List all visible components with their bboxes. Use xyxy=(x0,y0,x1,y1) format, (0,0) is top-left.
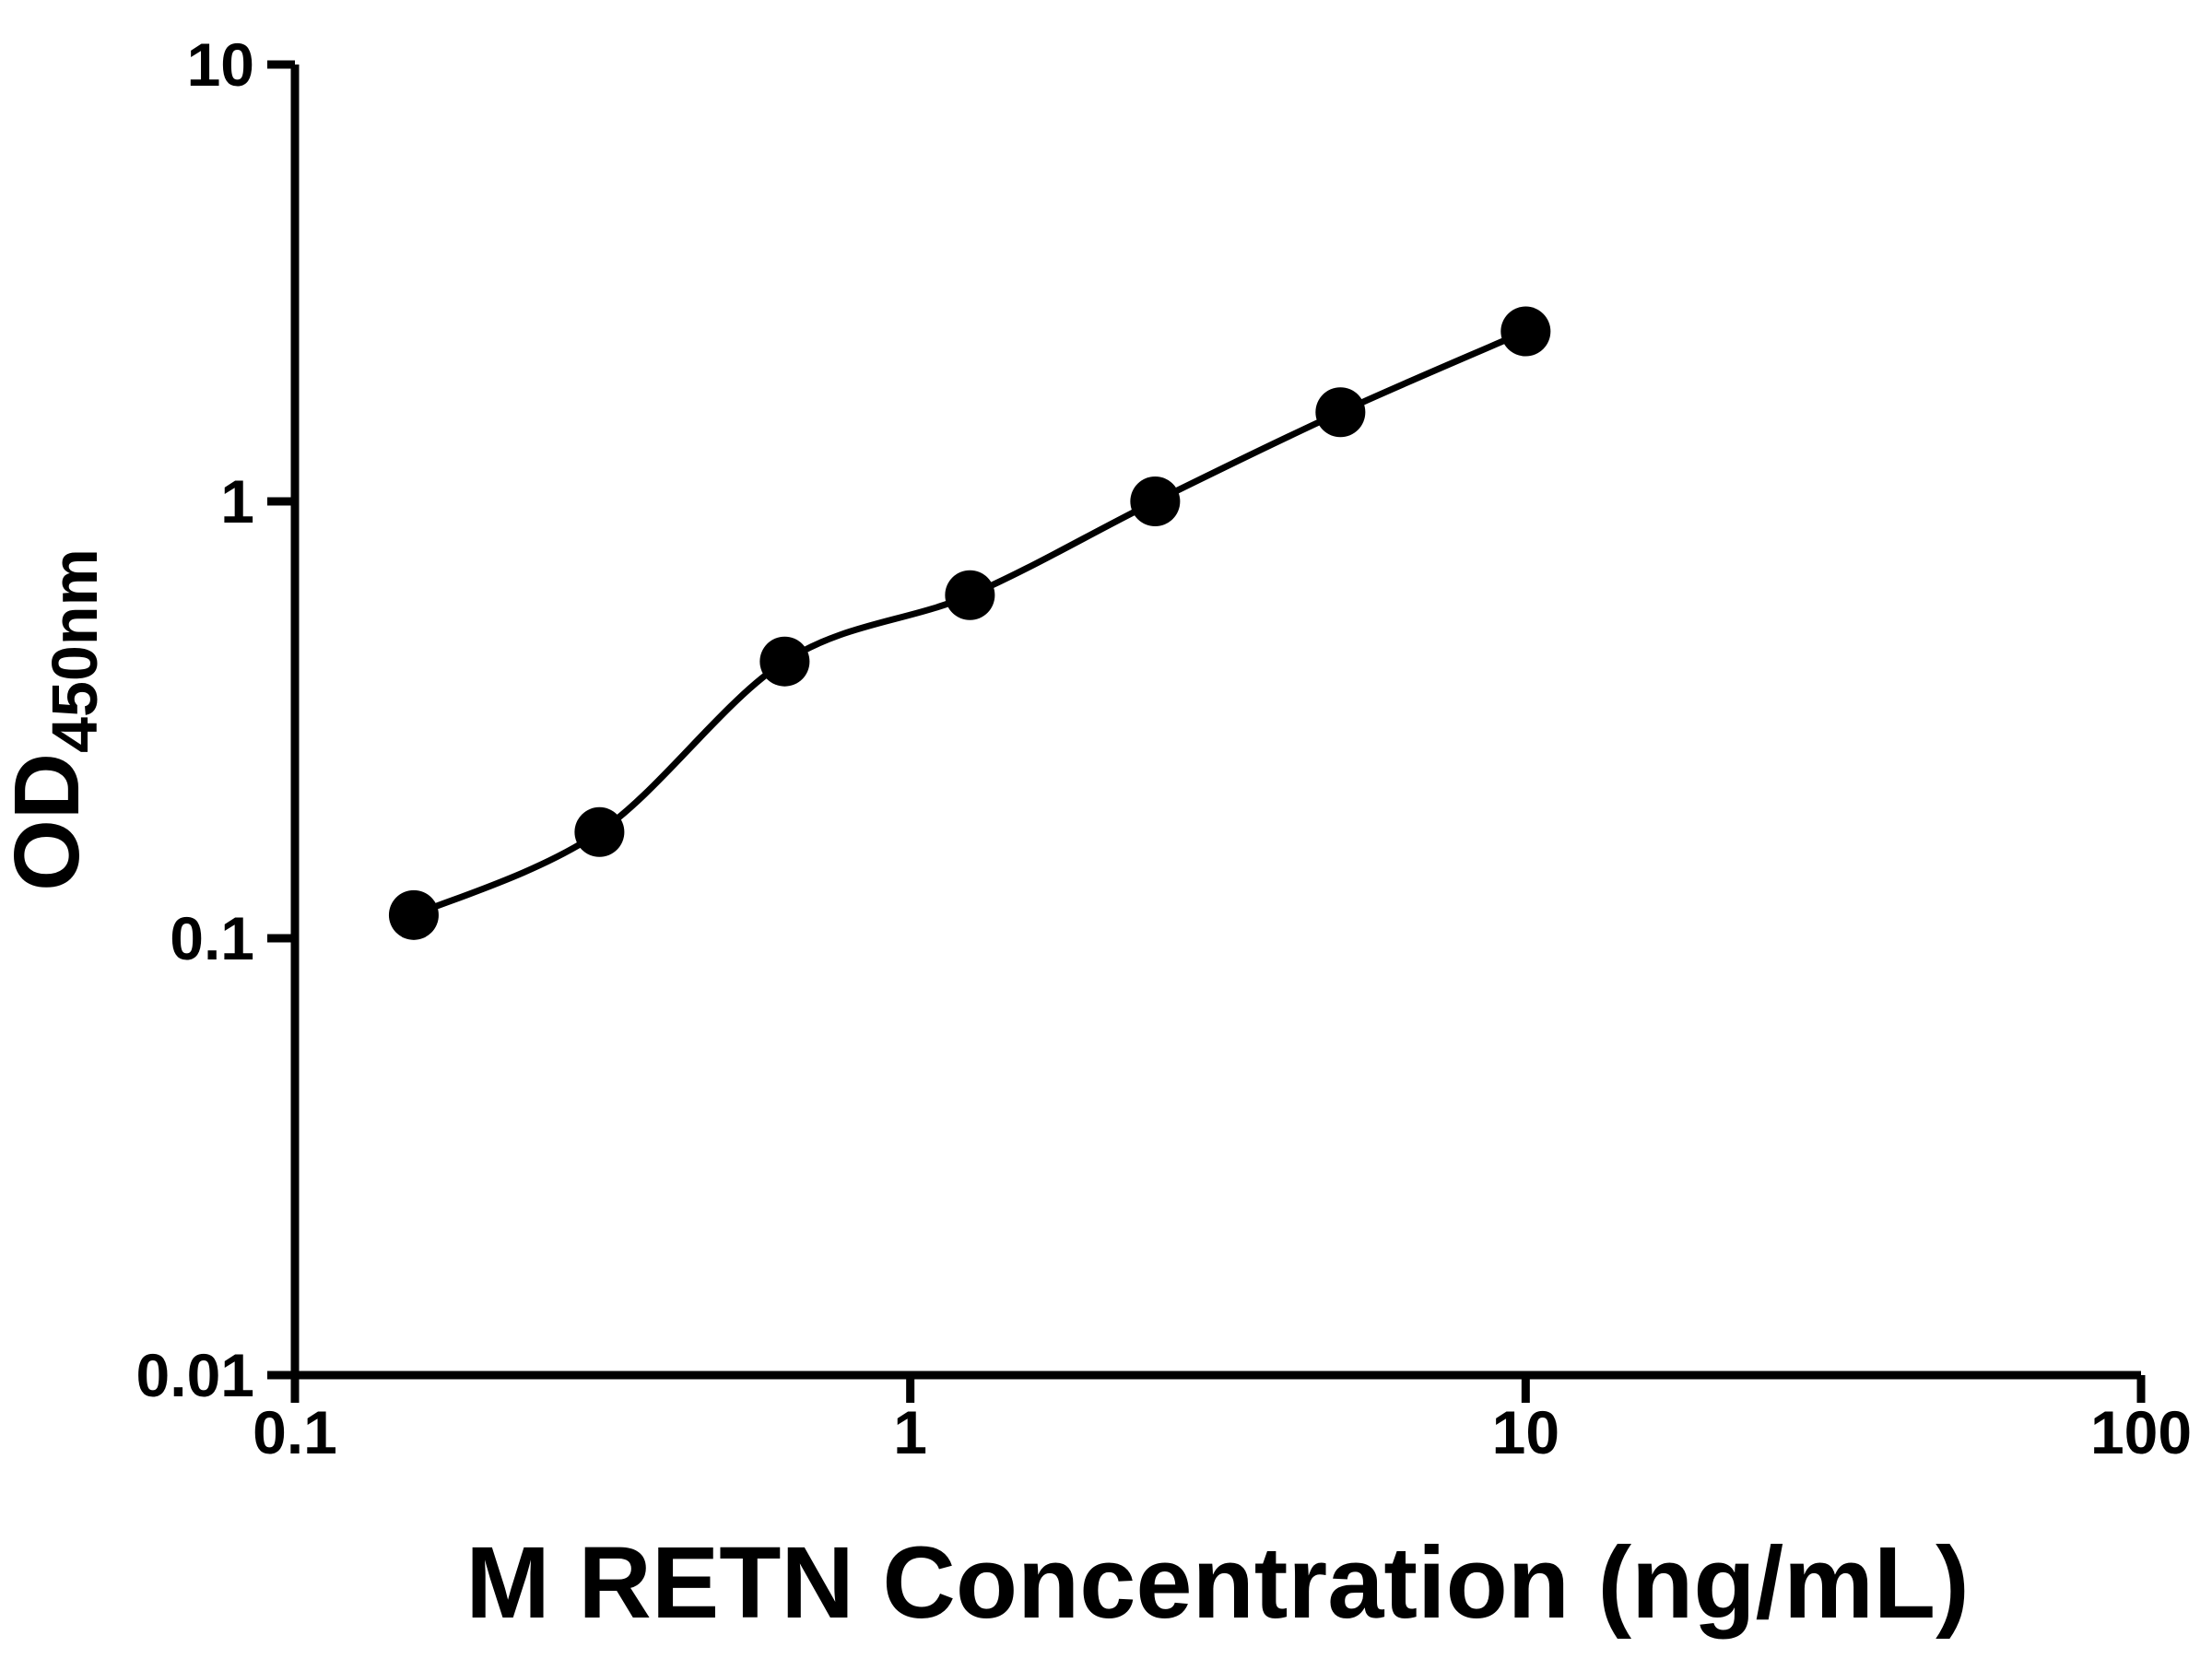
x-tick-label: 1 xyxy=(893,1398,927,1466)
data-point xyxy=(1315,387,1366,438)
y-tick-label: 0.01 xyxy=(136,1341,254,1409)
data-point xyxy=(574,806,625,857)
x-tick-label: 0.1 xyxy=(253,1398,337,1466)
x-axis-label: M RETN Concentration (ng/mL) xyxy=(465,1526,1970,1640)
data-point xyxy=(945,570,995,620)
x-tick-label: 10 xyxy=(1492,1398,1559,1466)
data-point xyxy=(388,889,439,940)
y-axis-label: OD450nm xyxy=(0,548,111,891)
tick-marks xyxy=(267,60,2146,1403)
axis-spine xyxy=(290,65,2141,1380)
y-axis-label-main: OD xyxy=(0,753,99,891)
data-point xyxy=(1130,477,1181,526)
data-points xyxy=(388,306,1551,940)
x-tick-label: 100 xyxy=(2090,1398,2192,1466)
y-tick-label: 10 xyxy=(187,30,254,99)
axes xyxy=(290,65,2141,1380)
y-axis-label-sub: 450nm xyxy=(39,548,111,753)
y-tick-label: 0.1 xyxy=(170,904,254,972)
data-point xyxy=(759,636,810,687)
y-tick-label: 1 xyxy=(220,467,254,535)
data-point xyxy=(1500,306,1551,357)
